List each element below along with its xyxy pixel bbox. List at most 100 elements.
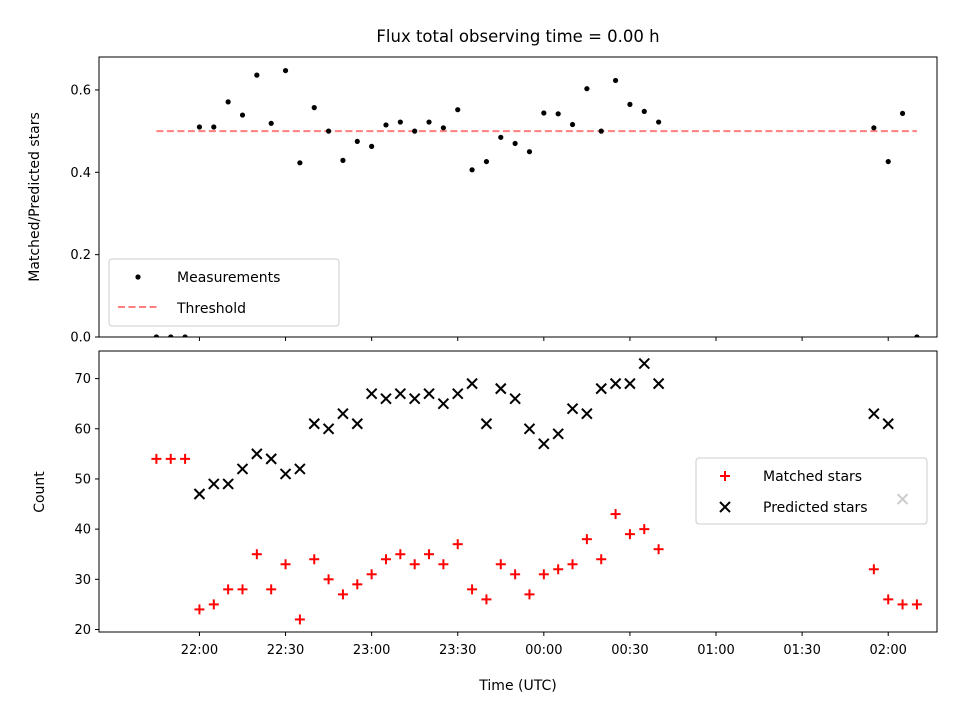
top-y-tick-label: 0.0 — [70, 331, 91, 346]
matched-star-point — [395, 549, 406, 560]
measurement-point — [426, 119, 432, 125]
matched-star-point — [165, 453, 176, 464]
matched-star-point — [553, 564, 564, 575]
predicted-star-point — [208, 478, 220, 490]
x-tick-label: 00:00 — [525, 643, 562, 658]
matched-star-point — [294, 614, 305, 625]
bottom-y-tick-label: 30 — [74, 573, 91, 588]
x-axis-label: Time (UTC) — [478, 678, 556, 694]
measurement-point — [196, 124, 203, 130]
measurement-point — [182, 334, 188, 337]
matched-star-point — [194, 604, 205, 615]
x-tick-label: 01:00 — [697, 643, 734, 658]
top-legend: Measurements Threshold — [108, 258, 340, 327]
predicted-star-point — [495, 382, 507, 395]
measurement-point — [627, 101, 633, 107]
matched-star-point — [180, 453, 191, 464]
measurements-series — [153, 67, 920, 337]
matched-star-point — [883, 594, 894, 605]
bottom-legend: Matched stars Predicted stars — [695, 457, 928, 525]
predicted-star-point — [265, 453, 277, 465]
measurement-point — [584, 86, 590, 92]
matched-star-point — [596, 554, 607, 565]
predicted-star-point — [308, 418, 320, 430]
predicted-star-point — [294, 463, 306, 475]
bottom-y-tick-label: 70 — [74, 372, 91, 387]
measurement-point — [383, 122, 389, 128]
x-tick-label: 23:30 — [439, 643, 476, 658]
measurement-point — [354, 138, 360, 145]
predicted-star-point — [437, 397, 450, 410]
measurement-point — [871, 125, 877, 131]
predicted-star-point — [523, 423, 536, 435]
predicted-star-point — [609, 377, 622, 390]
measurement-point — [412, 128, 418, 134]
top-legend-box — [108, 258, 340, 327]
measurement-point — [483, 158, 490, 165]
bottom-y-axis-label: Count — [32, 471, 48, 513]
measurement-point — [541, 110, 547, 116]
matched-star-point — [911, 599, 922, 610]
x-tick-label: 02:00 — [869, 643, 906, 658]
matched-star-point — [223, 584, 234, 595]
bottom-y-tick-label: 60 — [74, 422, 91, 437]
matched-star-point — [467, 584, 478, 595]
predicted-star-point — [552, 428, 564, 440]
matched-star-point — [653, 544, 664, 555]
legend-measurements-label: Measurements — [177, 270, 280, 286]
predicted-star-point — [279, 468, 292, 480]
measurement-point — [297, 160, 303, 166]
measurement-point — [512, 140, 518, 147]
measurement-point — [325, 128, 332, 134]
measurement-point — [268, 120, 274, 126]
matched-star-point — [567, 559, 578, 570]
measurement-point — [598, 128, 604, 134]
predicted-star-point — [595, 382, 607, 395]
top-y-axis-label: Matched/Predicted stars — [27, 112, 43, 282]
predicted-star-point — [452, 387, 464, 400]
top-plot-frame — [98, 56, 938, 338]
predicted-star-point — [365, 387, 378, 400]
measurement-point — [397, 119, 403, 125]
bottom-y-tick-label: 50 — [74, 472, 91, 487]
matched-star-point — [639, 524, 650, 535]
matched-star-point — [208, 599, 219, 610]
measurement-point — [526, 149, 533, 155]
measurement-point — [885, 158, 891, 165]
measurement-point — [340, 157, 346, 163]
matched-star-point — [424, 549, 435, 560]
matched-star-point — [337, 589, 348, 600]
predicted-star-point — [380, 392, 392, 405]
matched-star-point — [452, 539, 463, 550]
measurement-point — [168, 334, 174, 337]
measurement-point — [914, 334, 920, 337]
measurement-point — [369, 143, 375, 149]
matched-star-point — [868, 564, 879, 575]
matched-star-point — [524, 589, 535, 600]
matched-star-point — [309, 554, 320, 565]
predicted-star-point — [868, 408, 880, 420]
bottom-panel-counts: 20 30 40 50 60 70 22:00 22:30 23:00 23:30 00:00 00:… — [74, 350, 938, 658]
legend-threshold-label: Threshold — [176, 301, 246, 317]
matched-star-point — [366, 569, 377, 580]
matched-star-point — [151, 453, 162, 464]
predicted-star-point — [408, 392, 421, 405]
legend-predicted-label: Predicted stars — [763, 500, 868, 516]
measurement-point — [455, 107, 461, 113]
bottom-plot-frame — [98, 350, 938, 633]
legend-measurements-marker — [135, 274, 141, 280]
predicted-star-point — [251, 448, 263, 460]
measurement-point — [254, 72, 260, 78]
predicted-star-point — [236, 463, 249, 475]
measurement-point — [498, 134, 504, 140]
matched-star-point — [266, 584, 277, 595]
legend-predicted-marker-b — [719, 501, 731, 513]
top-panel-ratio: 0.0 0.2 0.4 0.6 — [70, 56, 938, 346]
measurement-point — [641, 108, 647, 114]
matched-star-point — [495, 559, 506, 570]
matched-star-point — [409, 559, 420, 570]
predicted-star-point — [351, 418, 363, 430]
measurement-point — [656, 119, 662, 125]
measurement-point — [612, 77, 619, 84]
